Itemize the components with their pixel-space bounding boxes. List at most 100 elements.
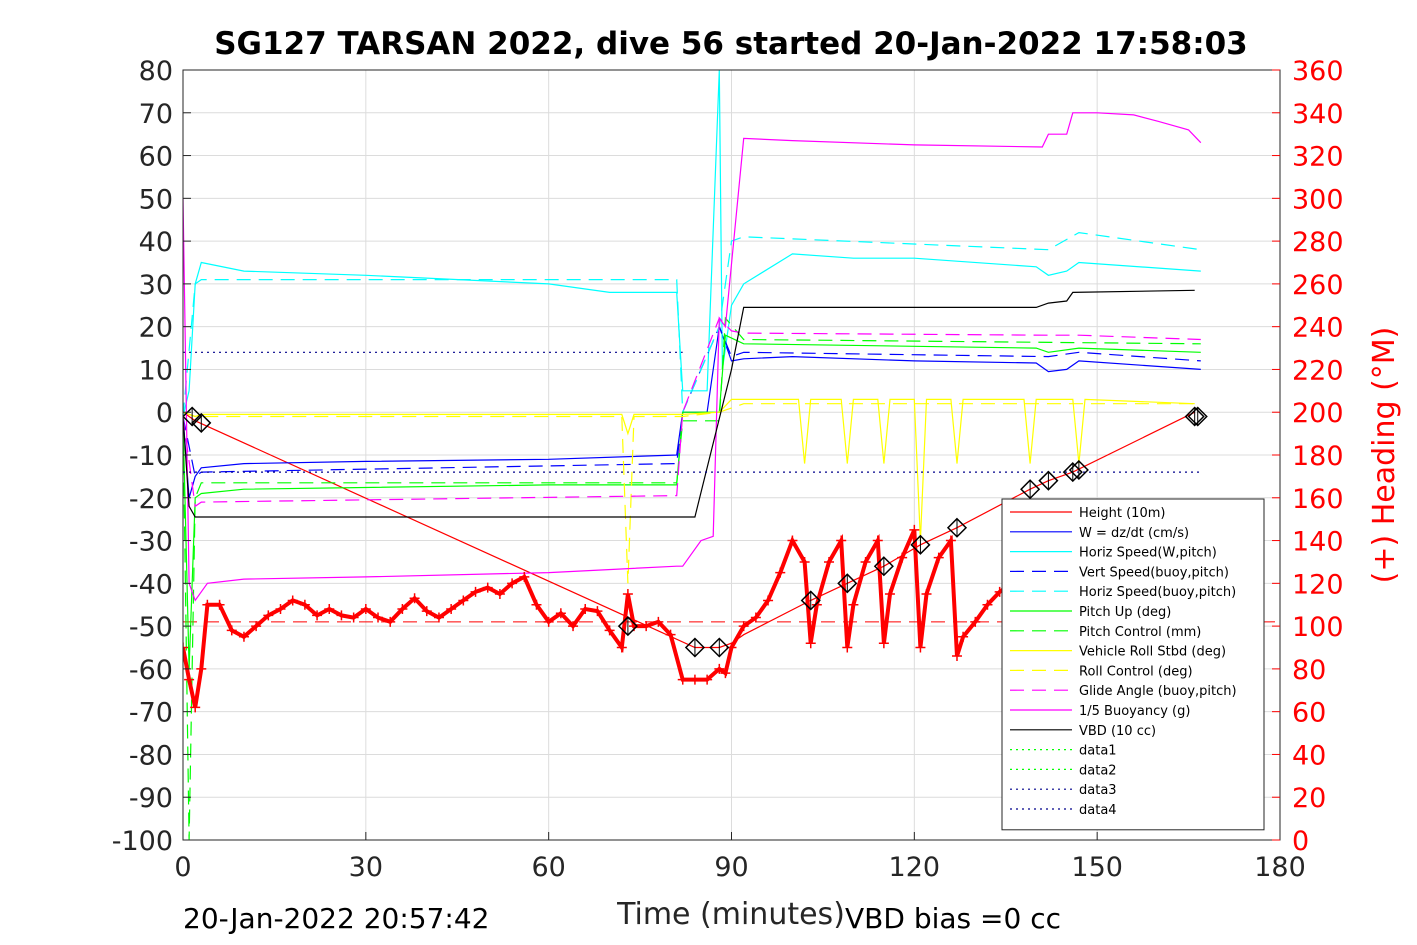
heading-point — [543, 616, 554, 627]
heading-point — [555, 608, 566, 619]
heading-point — [720, 668, 731, 679]
heading-point — [299, 599, 310, 610]
right-tick-label: 60 — [1292, 698, 1326, 729]
y-tick-label: -30 — [129, 527, 173, 558]
y-tick-label: 10 — [139, 355, 173, 386]
y-tick-label: 30 — [139, 270, 173, 301]
legend-label: data4 — [1079, 803, 1117, 818]
x-tick-label: 180 — [1254, 852, 1306, 883]
right-tick-label: 100 — [1292, 612, 1344, 643]
heading-point — [494, 589, 505, 600]
waypoint-marker — [1038, 470, 1059, 491]
heading-point — [738, 621, 749, 632]
heading-point — [214, 599, 225, 610]
y-tick-label: 0 — [156, 398, 173, 429]
heading-point — [689, 674, 700, 685]
right-tick-label: 320 — [1292, 142, 1344, 173]
waypoint-marker — [191, 412, 212, 433]
heading-point — [604, 625, 615, 636]
heading-point — [872, 535, 883, 546]
heading-point — [915, 642, 926, 653]
right-tick-label: 300 — [1292, 184, 1344, 215]
legend-label: Horiz Speed(buoy,pitch) — [1079, 585, 1236, 600]
legend-label: Pitch Up (deg) — [1079, 605, 1171, 620]
heading-point — [190, 702, 201, 713]
right-tick-label: 280 — [1292, 227, 1344, 258]
y-tick-label: 40 — [139, 227, 173, 258]
heading-point — [238, 631, 249, 642]
legend-label: Roll Control (deg) — [1079, 664, 1193, 679]
right-tick-label: 340 — [1292, 99, 1344, 130]
heading-point — [421, 606, 432, 617]
heading-point — [878, 638, 889, 649]
y-tick-label: -70 — [129, 698, 173, 729]
legend-box — [1001, 498, 1265, 831]
right-tick-label: 140 — [1292, 527, 1344, 558]
right-tick-label: 20 — [1292, 783, 1326, 814]
heading-point — [336, 610, 347, 621]
x-tick-label: 0 — [174, 852, 191, 883]
right-tick-label: 260 — [1292, 270, 1344, 301]
heading-point — [592, 606, 603, 617]
heading-point — [183, 642, 188, 653]
y-tick-label: 50 — [139, 184, 173, 215]
heading-point — [641, 621, 652, 632]
heading-point — [482, 582, 493, 593]
heading-point — [842, 642, 853, 653]
right-axis-label: (+) Heading (°M) — [1367, 327, 1402, 584]
heading-point — [848, 599, 859, 610]
heading-point — [519, 571, 530, 582]
heading-point — [860, 556, 871, 567]
y-tick-label: -20 — [129, 484, 173, 515]
right-tick-label: 80 — [1292, 655, 1326, 686]
legend-label: Pitch Control (mm) — [1079, 625, 1201, 640]
heading-point — [324, 604, 335, 614]
series-line-5 — [183, 334, 1201, 669]
heading-point — [970, 616, 981, 627]
heading-point — [312, 610, 323, 621]
heading-point — [787, 535, 798, 546]
heading-point — [909, 524, 920, 535]
footer-timestamp: 20-Jan-2022 20:57:42 — [183, 902, 489, 935]
x-tick-label: 150 — [1071, 852, 1123, 883]
heading-point — [811, 599, 822, 610]
heading-point — [799, 556, 810, 567]
y-tick-label: -60 — [129, 655, 173, 686]
legend-label: Height (10m) — [1079, 506, 1165, 521]
series-line-1 — [183, 326, 1201, 498]
heading-point — [951, 651, 962, 662]
legend-label: Vert Speed(buoy,pitch) — [1079, 565, 1229, 580]
series-group — [183, 70, 1280, 840]
right-tick-label: 200 — [1292, 398, 1344, 429]
right-tick-label: 160 — [1292, 484, 1344, 515]
heading-point — [531, 599, 542, 610]
heading-point — [275, 604, 286, 614]
right-tick-label: 240 — [1292, 313, 1344, 344]
y-tick-label: -10 — [129, 441, 173, 472]
heading-point — [750, 612, 761, 623]
heading-point — [507, 578, 518, 589]
heading-point — [622, 589, 633, 600]
y-tick-label: 60 — [139, 142, 173, 173]
legend: Height (10m) W = dz/dt (cm/s) Horiz Speed(… — [1001, 498, 1265, 831]
heading-point — [184, 674, 195, 685]
legend-label: 1/5 Buoyancy (g) — [1079, 704, 1190, 719]
heading-point — [616, 642, 627, 653]
series-line-2 — [183, 70, 1201, 417]
heading-point — [287, 595, 298, 606]
y-tick-label: -40 — [129, 569, 173, 600]
heading-point — [921, 589, 932, 600]
heading-point — [433, 612, 444, 623]
heading-point — [836, 535, 847, 546]
y-tick-label: 80 — [139, 56, 173, 87]
y-tick-label: -100 — [112, 826, 173, 857]
heading-point — [702, 674, 713, 685]
right-tick-label: 360 — [1292, 56, 1344, 87]
heading-point — [958, 631, 969, 642]
heading-point — [385, 616, 396, 627]
legend-label: W = dz/dt (cm/s) — [1079, 526, 1189, 541]
heading-point — [677, 674, 688, 685]
heading-point — [653, 616, 664, 627]
right-tick-label: 40 — [1292, 740, 1326, 771]
